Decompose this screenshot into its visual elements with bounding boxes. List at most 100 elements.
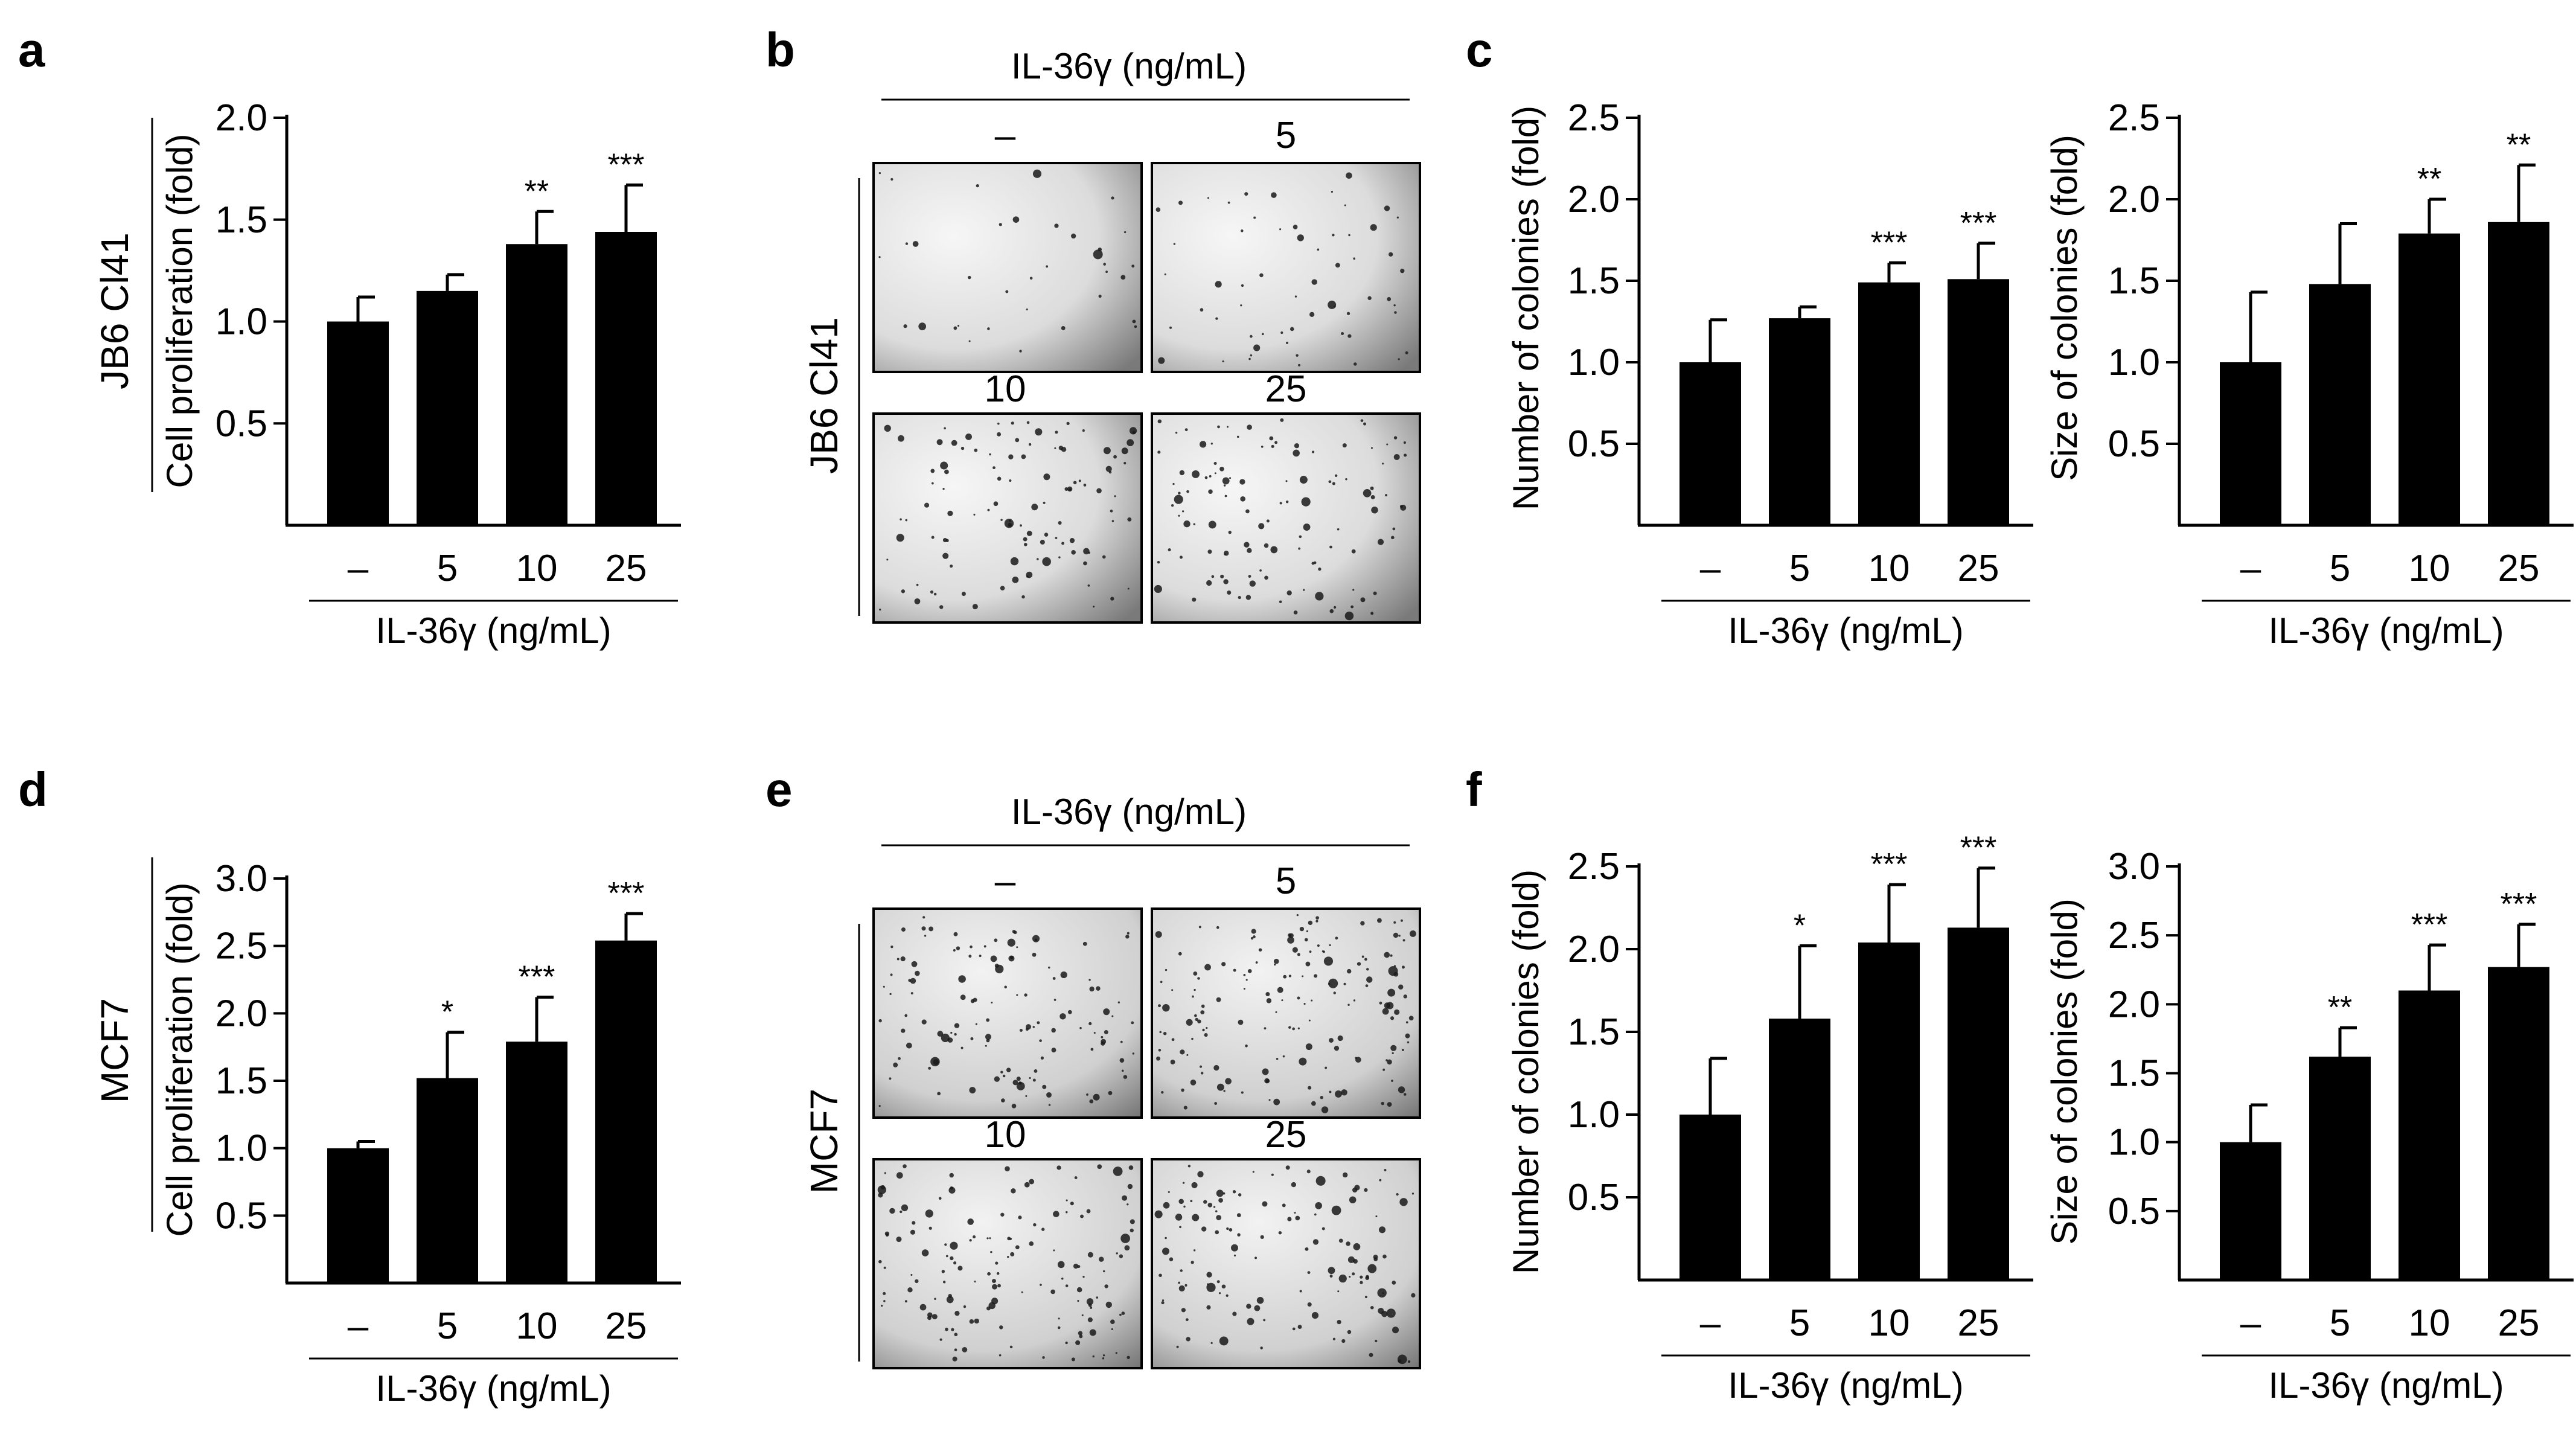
colony-dot — [974, 449, 978, 452]
y-tick-label: 2.0 — [216, 97, 267, 139]
colony-dot — [1288, 1026, 1291, 1029]
y-tick-label: 2.0 — [216, 993, 267, 1034]
colony-dot — [1171, 989, 1174, 991]
colony-dot — [1008, 955, 1015, 962]
colony-dot — [916, 583, 919, 586]
dose-label: 25 — [1265, 368, 1307, 410]
colony-dot — [1296, 354, 1299, 357]
colony-dot — [1120, 1234, 1130, 1243]
colony-dot — [1411, 1192, 1414, 1195]
colony-dot — [1156, 1056, 1160, 1061]
colony-dot — [1157, 450, 1161, 454]
colony-dot — [885, 1233, 889, 1237]
colony-dot — [1223, 579, 1229, 584]
colony-dot — [1011, 1104, 1017, 1109]
colony-dot — [1012, 930, 1016, 933]
colony-dot — [997, 422, 1000, 425]
colony-dot — [1057, 1261, 1065, 1269]
colony-dot — [1083, 548, 1090, 555]
colony-dot — [1303, 1002, 1306, 1005]
x-category-label: 25 — [2498, 548, 2540, 589]
colony-dot — [921, 1019, 927, 1025]
treatment-header: IL-36γ (ng/mL) — [1011, 792, 1247, 832]
colony-dot — [1024, 1182, 1030, 1188]
colony-dot — [1043, 501, 1046, 504]
colony-dot — [999, 223, 1002, 226]
colony-dot — [924, 502, 930, 508]
colony-dot — [1405, 1021, 1408, 1024]
colony-dot — [1162, 1003, 1170, 1012]
colony-dot — [1360, 419, 1364, 422]
colony-dot — [883, 1266, 886, 1269]
colony-dot — [1360, 597, 1366, 603]
colony-dot — [1213, 1206, 1216, 1208]
colony-dot — [1208, 520, 1216, 529]
colony-dot — [1250, 936, 1254, 940]
colony-dot — [1132, 430, 1136, 434]
colony-dot — [1111, 1328, 1113, 1331]
colony-dot — [1259, 273, 1264, 278]
colony-dot — [1386, 1308, 1396, 1318]
bar — [1858, 282, 1920, 525]
colony-dot — [934, 1298, 936, 1300]
colony-dot — [1197, 977, 1200, 980]
colony-dot — [1249, 580, 1256, 587]
colony-dot — [1006, 1067, 1011, 1072]
colony-dot — [1347, 1003, 1350, 1007]
colony-dot — [1252, 1171, 1254, 1173]
colony-dot — [1108, 1090, 1113, 1095]
colony-dot — [1343, 982, 1346, 985]
colony-dot — [1275, 1011, 1277, 1013]
colony-dot — [1193, 523, 1196, 525]
colony-dot — [1029, 1241, 1034, 1246]
bar — [1948, 279, 2009, 525]
colony-dot — [1061, 326, 1066, 330]
colony-dot — [1306, 930, 1309, 933]
colony-dot — [942, 552, 949, 559]
colony-dot — [1265, 992, 1270, 996]
colony-dot — [893, 1062, 898, 1067]
colony-dot — [1102, 1357, 1105, 1360]
colony-image-background — [872, 1158, 1143, 1369]
significance-label: *** — [1871, 225, 1908, 260]
colony-dot — [900, 518, 902, 520]
colony-dot — [1329, 1275, 1333, 1278]
colony-dot — [1009, 1237, 1012, 1240]
colony-dot — [1315, 1202, 1322, 1209]
colony-dot — [1200, 308, 1204, 312]
colony-dot — [1291, 1182, 1297, 1188]
colony-dot — [1364, 1188, 1368, 1192]
colony-dot — [1206, 1305, 1211, 1310]
colony-dot — [1402, 939, 1405, 942]
bar — [2220, 1142, 2281, 1280]
bar — [2488, 222, 2549, 525]
colony-dot — [1370, 495, 1375, 499]
colony-dot — [1067, 1010, 1072, 1014]
colony-dot — [1352, 589, 1355, 591]
colony-dot — [1213, 461, 1217, 465]
colony-dot — [1004, 519, 1014, 528]
colony-dot — [1193, 971, 1198, 976]
colony-dot — [1026, 575, 1029, 578]
colony-dot — [1315, 920, 1318, 923]
colony-dot — [1299, 927, 1305, 932]
colony-dot — [1398, 984, 1404, 990]
colony-dot — [973, 997, 977, 1002]
colony-dot — [1207, 549, 1212, 554]
y-tick-label: 1.5 — [2108, 1053, 2160, 1095]
colony-dot — [1165, 968, 1168, 971]
colony-dot — [1082, 1275, 1085, 1278]
colony-dot — [1034, 1069, 1038, 1073]
colony-dot — [939, 605, 944, 609]
colony-dot — [1286, 590, 1292, 596]
colony-dot — [1337, 528, 1340, 531]
colony-dot — [1334, 474, 1338, 477]
colony-dot — [1238, 1019, 1244, 1025]
colony-dot — [1349, 1196, 1357, 1204]
colony-dot — [989, 453, 991, 456]
colony-dot — [1238, 595, 1241, 600]
colony-dot — [1253, 935, 1256, 938]
colony-dot — [1105, 466, 1112, 472]
colony-dot — [989, 1237, 991, 1240]
x-category-label: 10 — [516, 548, 558, 589]
